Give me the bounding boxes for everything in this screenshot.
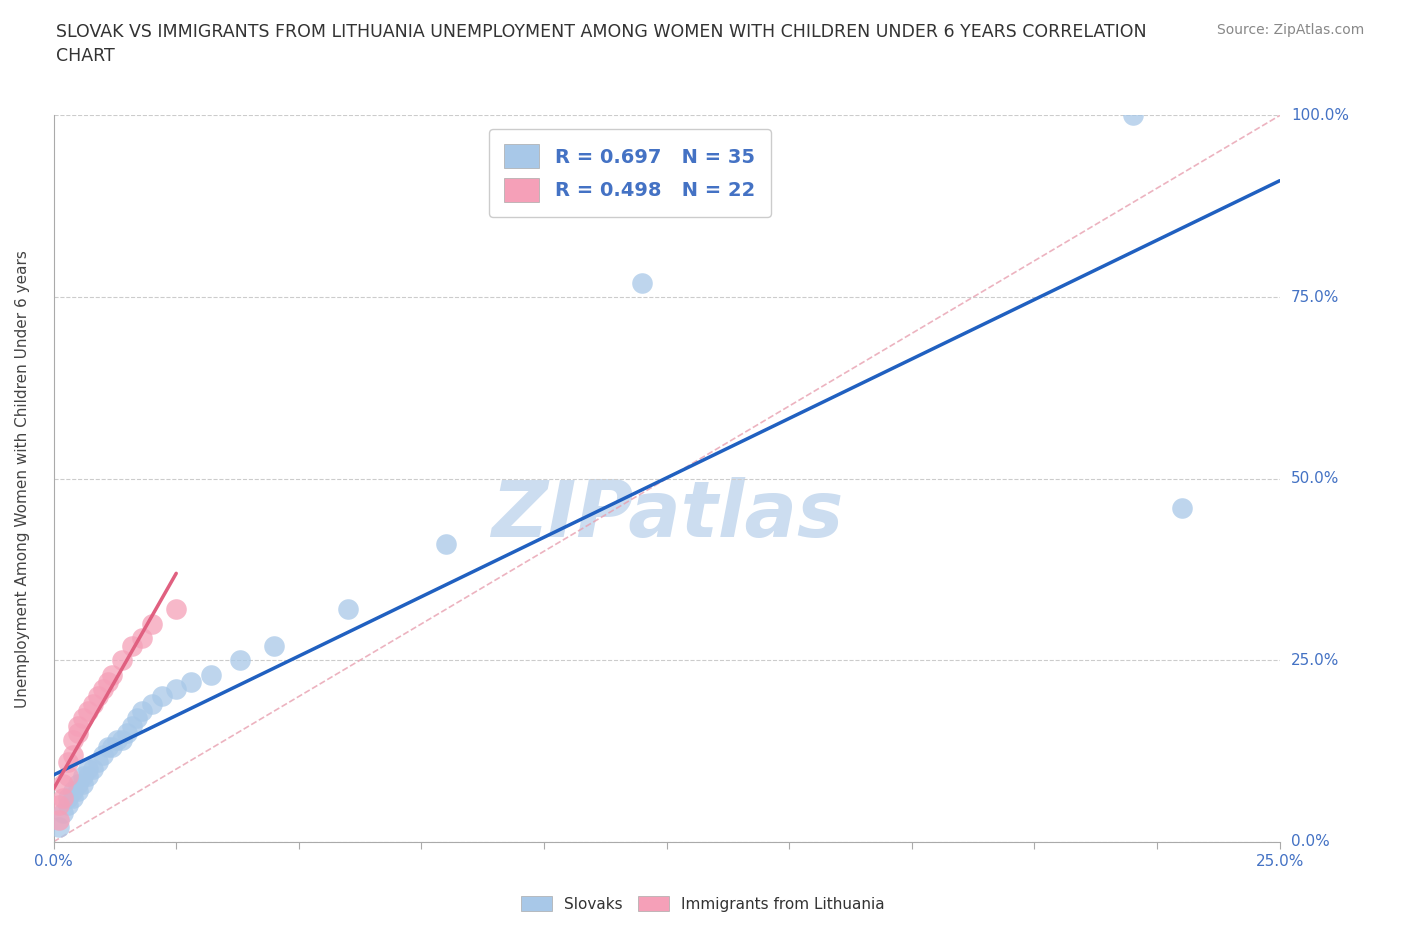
Point (263, 638, 285, 653)
Point (91, 682, 114, 697)
Text: SLOVAK VS IMMIGRANTS FROM LITHUANIA UNEMPLOYMENT AMONG WOMEN WITH CHILDREN UNDER: SLOVAK VS IMMIGRANTS FROM LITHUANIA UNEM… (56, 23, 1147, 65)
Point (125, 711, 148, 725)
Text: 25.0%: 25.0% (1291, 653, 1339, 668)
Point (48, 813, 70, 828)
Point (67, 783, 90, 798)
Point (91, 747, 114, 762)
Point (48, 819, 70, 834)
Point (87, 689, 110, 704)
Point (97, 674, 120, 689)
Point (77, 762, 100, 777)
Point (434, 537, 457, 551)
Point (150, 689, 173, 704)
Point (77, 769, 100, 784)
Point (58, 790, 80, 805)
Point (58, 754, 80, 769)
Legend: R = 0.697   N = 35, R = 0.498   N = 22: R = 0.697 N = 35, R = 0.498 N = 22 (489, 129, 770, 217)
Text: 100.0%: 100.0% (1291, 108, 1348, 123)
Point (101, 740, 124, 755)
Point (72, 769, 94, 784)
Point (111, 733, 134, 748)
Point (131, 631, 153, 645)
Point (111, 653, 134, 668)
Point (336, 602, 359, 617)
Point (121, 638, 143, 653)
Point (121, 718, 143, 733)
Point (180, 674, 202, 689)
Point (229, 653, 252, 668)
Point (82, 697, 104, 711)
Point (62, 790, 84, 805)
Point (1170, 500, 1192, 515)
Text: ZIPatlas: ZIPatlas (491, 477, 842, 553)
Point (58, 769, 80, 784)
Point (82, 762, 104, 777)
Point (101, 667, 124, 682)
Text: 50.0%: 50.0% (1291, 472, 1339, 486)
Point (97, 740, 120, 755)
Text: Source: ZipAtlas.com: Source: ZipAtlas.com (1216, 23, 1364, 37)
Point (165, 602, 187, 617)
Point (1122, 108, 1144, 123)
Point (141, 697, 163, 711)
Point (67, 725, 90, 740)
Point (165, 682, 187, 697)
Text: 75.0%: 75.0% (1291, 289, 1339, 304)
Point (115, 725, 138, 740)
Point (67, 718, 90, 733)
Point (631, 275, 654, 290)
Point (67, 777, 90, 791)
Point (87, 754, 110, 769)
Point (62, 747, 84, 762)
Point (131, 703, 153, 718)
Point (72, 777, 94, 791)
Point (48, 798, 70, 813)
Point (77, 703, 100, 718)
Legend: Slovaks, Immigrants from Lithuania: Slovaks, Immigrants from Lithuania (516, 889, 890, 918)
Point (72, 711, 94, 725)
Point (62, 733, 84, 748)
Point (105, 733, 128, 748)
Point (62, 783, 84, 798)
Point (141, 617, 163, 631)
Point (52, 790, 75, 805)
Point (58, 798, 80, 813)
Text: 0.0%: 0.0% (1291, 834, 1330, 849)
Point (52, 805, 75, 820)
Point (52, 777, 75, 791)
Point (200, 667, 222, 682)
Y-axis label: Unemployment Among Women with Children Under 6 years: Unemployment Among Women with Children U… (15, 249, 30, 708)
